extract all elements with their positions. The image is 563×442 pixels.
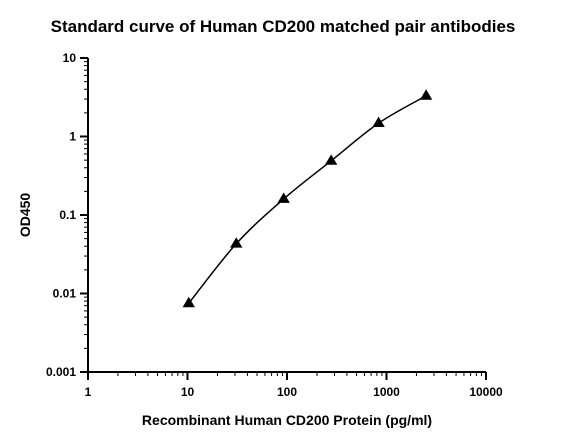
data-point-triangle [230,237,243,248]
y-axis-label: OD450 [17,193,33,238]
data-points [182,89,433,308]
y-tick-label: 0.01 [53,287,77,301]
chart-title: Standard curve of Human CD200 matched pa… [51,17,516,36]
data-point-triangle [182,296,195,308]
y-tick-label: 0.001 [46,365,76,379]
x-tick-label: 1 [85,385,92,399]
y-axis-ticks: 0.001 0.01 0.1 1 10 [46,51,88,379]
axes [87,58,486,373]
x-tick-label: 10 [181,385,195,399]
x-tick-label: 100 [277,385,297,399]
data-point-triangle [372,116,385,128]
x-tick-label: 10000 [469,385,503,399]
x-tick-label: 1000 [373,385,400,399]
data-point-triangle [277,192,290,203]
y-tick-label: 0.1 [59,208,76,222]
x-axis-label: Recombinant Human CD200 Protein (pg/ml) [142,412,432,428]
y-tick-label: 1 [69,130,76,144]
y-tick-label: 10 [63,51,77,65]
data-point-triangle [324,154,338,165]
data-point-triangle [419,89,433,100]
x-axis-ticks: 1 10 100 1000 10000 [85,372,503,399]
fit-curve [188,95,427,304]
